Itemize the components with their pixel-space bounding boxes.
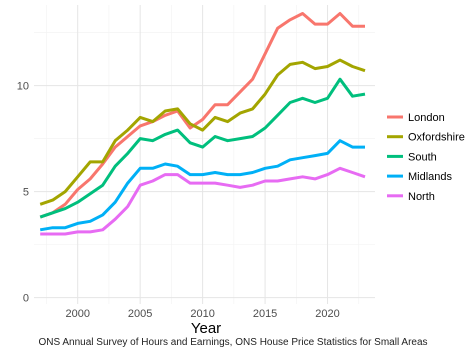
legend-label-north: North — [408, 191, 435, 203]
source-caption: ONS Annual Survey of Hours and Earnings,… — [38, 337, 427, 348]
x-tick-label: 2020 — [315, 308, 339, 320]
legend-label-south: South — [408, 151, 437, 163]
y-tick-labels: 0 5 10 — [17, 81, 29, 305]
x-tick-label: 2015 — [253, 308, 277, 320]
legend-label-oxfordshire: Oxfordshire — [408, 132, 465, 144]
x-tick-label: 2000 — [65, 308, 89, 320]
series-line-south — [39, 77, 366, 219]
series-lines — [39, 12, 366, 236]
series-line-london — [39, 12, 365, 219]
series-line-north — [40, 166, 366, 236]
x-axis-title: Year — [191, 320, 221, 337]
x-tick-labels: 2000 2005 2010 2015 2020 — [65, 308, 339, 320]
x-tick-label: 2010 — [190, 308, 214, 320]
y-tick-label: 0 — [23, 293, 29, 305]
legend: London Oxfordshire South Midlands North — [387, 112, 465, 203]
y-tick-label: 5 — [23, 187, 29, 199]
series-line-midlands — [39, 139, 365, 232]
x-tick-label: 2005 — [128, 308, 152, 320]
legend-label-midlands: Midlands — [408, 171, 453, 183]
series-line-oxfordshire — [39, 58, 366, 206]
y-tick-label: 10 — [17, 81, 29, 93]
legend-label-london: London — [408, 112, 445, 124]
